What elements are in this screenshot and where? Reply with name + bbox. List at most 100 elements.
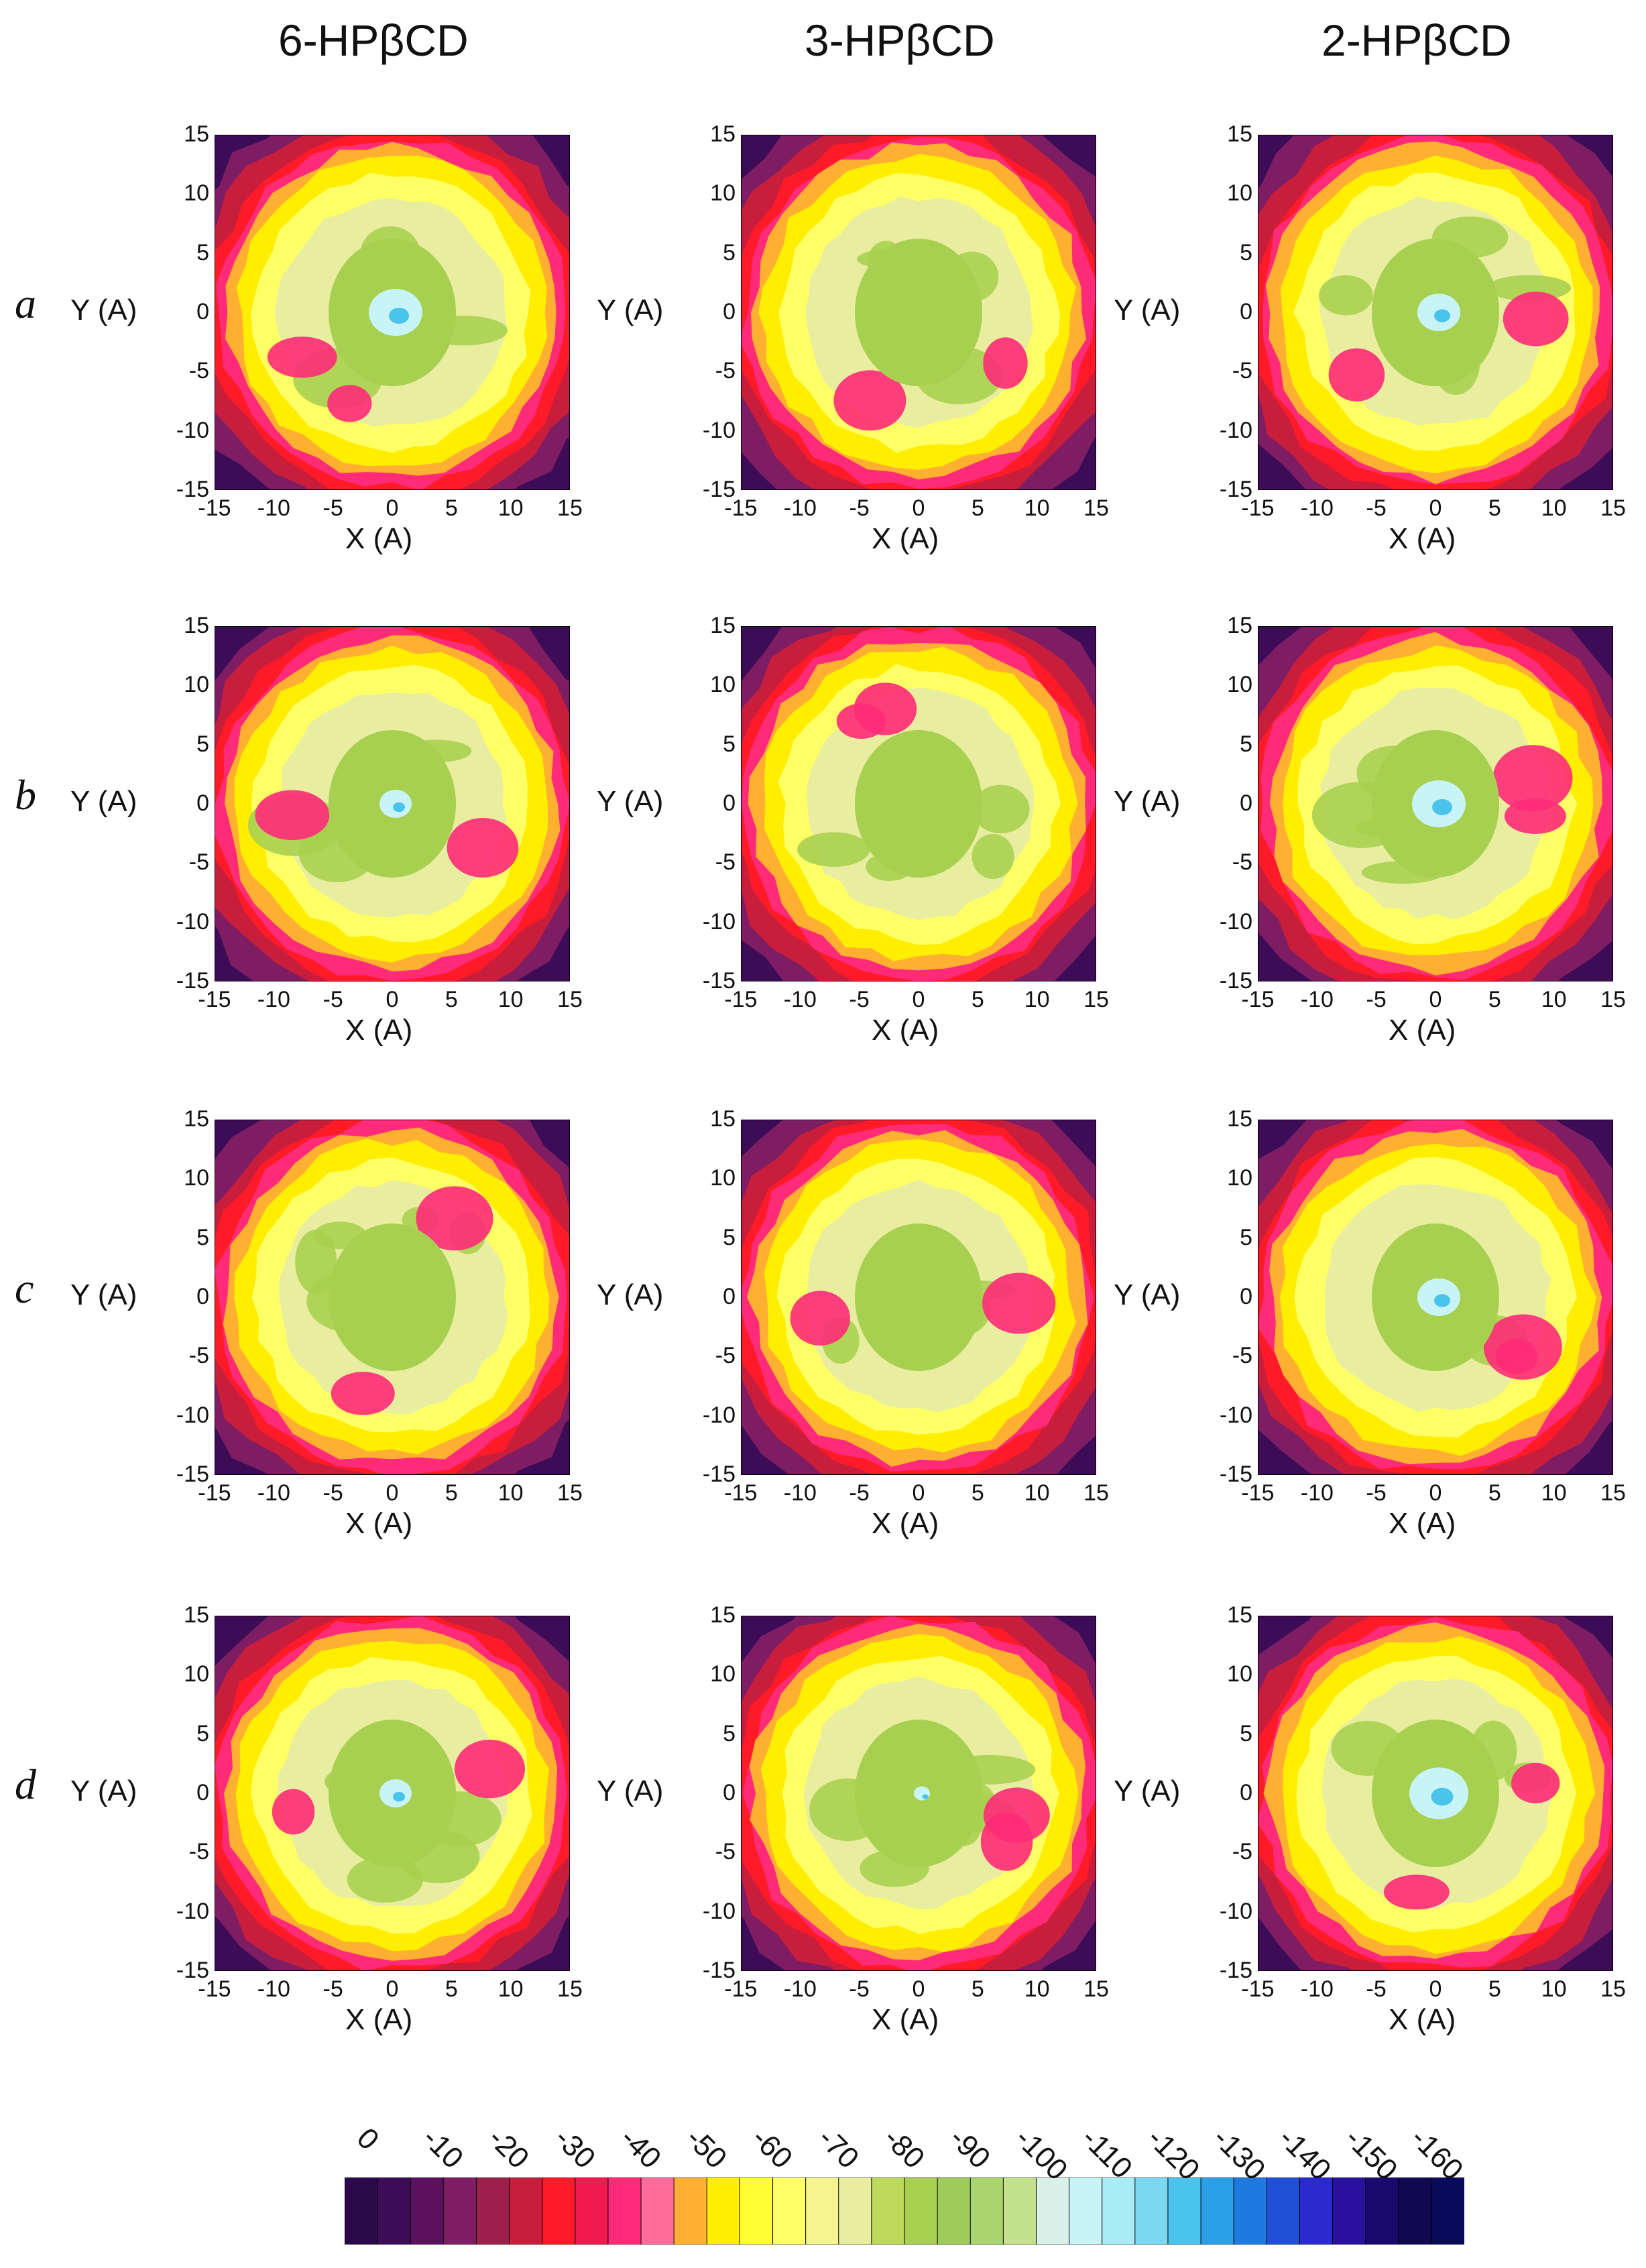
x-tick-label: 5: [971, 987, 984, 1012]
colorbar-swatch: [772, 2177, 807, 2245]
heatmap-a-0: [215, 135, 570, 490]
y-tick-label: -15: [176, 968, 209, 994]
core-blue: [393, 802, 405, 813]
x-tick-label: -15: [198, 1480, 231, 1506]
colorbar-label: -60: [746, 2121, 799, 2175]
x-tick-label: -15: [198, 1976, 231, 2002]
x-tick-label: -10: [783, 495, 817, 521]
colorbar-swatch: [1299, 2177, 1334, 2245]
y-tick-label: -15: [702, 477, 736, 502]
panel-d-2: [1258, 1616, 1613, 1971]
y-tick-label: 15: [184, 1602, 209, 1628]
y-tick-label: -10: [1219, 908, 1252, 935]
x-tick-label: 5: [971, 1480, 984, 1506]
y-tick-label: 0: [723, 1780, 736, 1805]
green-region: [1319, 275, 1373, 316]
core-blue: [1434, 309, 1450, 322]
x-axis-label: X (A): [345, 522, 413, 555]
y-tick-label: 5: [1240, 731, 1252, 757]
y-axis-label: Y (A): [1114, 294, 1181, 326]
x-axis-label: X (A): [872, 1507, 939, 1540]
core-blue: [922, 1794, 929, 1799]
y-tick-label: -5: [1232, 849, 1252, 876]
y-tick-label: 10: [184, 1661, 209, 1687]
y-tick-label: 0: [1240, 1780, 1252, 1805]
heatmap-a-1: [741, 135, 1096, 490]
pink-region: [982, 1272, 1056, 1334]
colorbar-swatch: [345, 2177, 379, 2245]
heatmap-c-1: [741, 1120, 1096, 1475]
y-tick-label: -15: [1219, 1461, 1252, 1487]
pink-region: [836, 703, 886, 739]
y-tick-label: -5: [1232, 1343, 1252, 1369]
y-tick-label: -5: [1232, 358, 1252, 384]
panel-frame: [215, 135, 570, 490]
panel-c-1: [741, 1120, 1096, 1475]
colorbar-swatch: [706, 2177, 741, 2245]
colorbar-swatch: [1134, 2177, 1169, 2245]
y-tick-label: -10: [176, 1402, 209, 1428]
colorbar-swatch: [1167, 2177, 1202, 2245]
y-tick-label: -15: [176, 1958, 209, 1983]
y-tick-label: 5: [723, 1224, 736, 1250]
x-tick-label: 15: [557, 1480, 583, 1506]
y-tick-label: -5: [188, 849, 209, 876]
y-tick-label: 10: [1227, 672, 1252, 698]
x-tick-label: -15: [198, 987, 231, 1012]
x-tick-label: -5: [1366, 495, 1387, 521]
pink-region: [331, 1372, 395, 1415]
y-tick-label: -15: [1219, 968, 1252, 994]
x-tick-label: 10: [1024, 495, 1050, 521]
panel-a-0: [215, 135, 570, 490]
x-tick-label: -15: [1241, 495, 1275, 521]
y-tick-label: -15: [176, 1461, 209, 1487]
row-label-a: a: [15, 280, 36, 327]
x-tick-label: 0: [1429, 1976, 1442, 2002]
pink-region: [1495, 1339, 1538, 1374]
row-label-b: b: [15, 771, 36, 819]
x-tick-label: -10: [257, 1480, 290, 1506]
x-tick-label: 5: [1488, 987, 1501, 1012]
column-title-0: 6-HPβCD: [278, 15, 469, 65]
y-tick-label: -5: [1232, 1839, 1252, 1865]
x-tick-label: 10: [1024, 1976, 1050, 2002]
y-tick-label: -10: [176, 908, 209, 935]
panel-c-0: [215, 1120, 570, 1475]
x-tick-label: -5: [849, 495, 870, 521]
heatmap-a-2: [1258, 135, 1613, 490]
x-tick-label: 0: [386, 495, 399, 521]
colorbar: [345, 2177, 1464, 2245]
x-tick-label: -15: [724, 987, 758, 1012]
x-tick-label: 15: [1083, 1480, 1109, 1506]
colorbar-swatch: [1398, 2177, 1432, 2245]
x-axis-label: X (A): [872, 2003, 939, 2036]
y-tick-label: -10: [702, 1402, 736, 1428]
colorbar-swatch: [443, 2177, 477, 2245]
y-tick-label: -10: [702, 1898, 736, 1924]
x-tick-label: 10: [1541, 1480, 1567, 1506]
x-tick-label: 10: [497, 1480, 524, 1506]
y-tick-label: 15: [710, 613, 736, 638]
x-tick-label: -15: [1241, 1976, 1275, 2002]
colorbar-swatch: [1002, 2177, 1037, 2245]
core-green: [855, 239, 982, 386]
y-tick-label: 15: [184, 613, 209, 638]
x-tick-label: 15: [1083, 495, 1109, 521]
x-tick-label: 5: [1488, 1480, 1501, 1506]
y-tick-label: -10: [702, 908, 736, 935]
y-tick-label: 10: [710, 672, 736, 698]
core-blue: [389, 308, 409, 324]
panel-b-2: [1258, 626, 1613, 981]
colorbar-swatch: [673, 2177, 708, 2245]
pink-region: [980, 1812, 1033, 1871]
panel-frame: [215, 1616, 570, 1971]
panel-d-1: [741, 1616, 1096, 1971]
x-tick-label: -5: [322, 987, 343, 1012]
x-tick-label: -5: [322, 1480, 343, 1506]
y-tick-label: 0: [1240, 299, 1252, 324]
panel-d-0: [215, 1616, 570, 1971]
x-tick-label: -10: [1300, 495, 1334, 521]
x-tick-label: 5: [445, 495, 458, 521]
colorbar-swatch: [1035, 2177, 1070, 2245]
colorbar-label: -40: [613, 2121, 668, 2175]
